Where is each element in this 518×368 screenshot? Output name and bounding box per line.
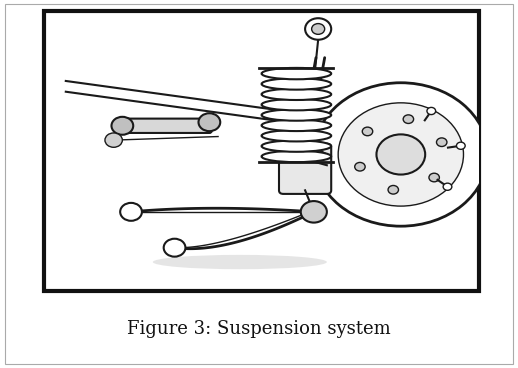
Circle shape — [301, 201, 327, 223]
FancyBboxPatch shape — [279, 144, 331, 194]
Circle shape — [403, 115, 413, 123]
Ellipse shape — [262, 130, 331, 141]
Circle shape — [305, 18, 331, 40]
Circle shape — [437, 138, 447, 146]
Circle shape — [111, 117, 133, 135]
Circle shape — [388, 185, 398, 194]
Circle shape — [198, 113, 220, 131]
Ellipse shape — [262, 78, 331, 90]
Ellipse shape — [262, 120, 331, 131]
Circle shape — [362, 127, 373, 136]
Ellipse shape — [262, 151, 331, 162]
Ellipse shape — [262, 109, 331, 121]
Circle shape — [338, 103, 464, 206]
Circle shape — [314, 83, 488, 226]
Ellipse shape — [153, 255, 327, 269]
Ellipse shape — [262, 68, 331, 79]
Ellipse shape — [262, 89, 331, 100]
Text: Figure 3: Suspension system: Figure 3: Suspension system — [127, 321, 391, 338]
Circle shape — [377, 134, 425, 174]
Circle shape — [456, 142, 465, 149]
Bar — [44, 11, 479, 291]
Circle shape — [312, 24, 325, 34]
Circle shape — [120, 203, 142, 221]
Circle shape — [427, 107, 436, 114]
Ellipse shape — [262, 141, 331, 152]
Circle shape — [164, 239, 185, 256]
Circle shape — [355, 162, 365, 171]
Circle shape — [429, 173, 439, 182]
Ellipse shape — [262, 99, 331, 110]
FancyBboxPatch shape — [120, 118, 211, 133]
Circle shape — [443, 183, 452, 190]
Circle shape — [105, 133, 122, 147]
